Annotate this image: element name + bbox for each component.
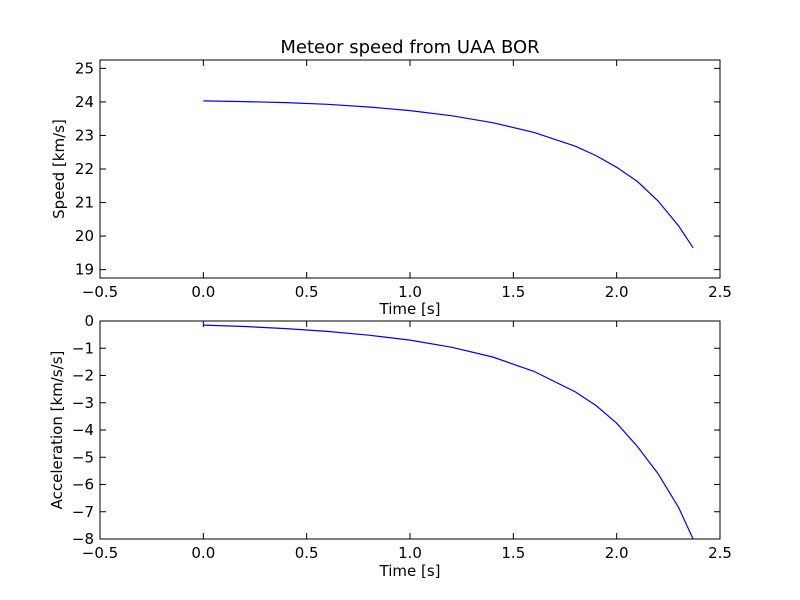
acceleration-y-tick-label: −4 xyxy=(72,421,94,439)
acceleration-y-ticks: 0 −1 −2 −3 −4 −5 −6 −7 −8 xyxy=(72,312,720,548)
speed-y-tick-label: 22 xyxy=(75,160,94,178)
acceleration-y-tick-label: −5 xyxy=(72,448,94,466)
acceleration-x-tick-label: 2.0 xyxy=(605,544,629,562)
speed-x-axis-label: Time [s] xyxy=(379,300,441,318)
acceleration-x-ticks: −0.5 0.0 0.5 1.0 1.5 2.0 2.5 xyxy=(82,321,732,562)
speed-x-tick-label: 1.5 xyxy=(501,283,525,301)
speed-y-tick-label: 24 xyxy=(75,93,94,111)
acceleration-x-tick-label: 2.5 xyxy=(708,544,732,562)
acceleration-y-tick-label: −2 xyxy=(72,367,94,385)
acceleration-y-tick-label: −3 xyxy=(72,394,94,412)
speed-x-tick-label: 0.5 xyxy=(295,283,319,301)
acceleration-x-tick-label: 1.5 xyxy=(501,544,525,562)
acceleration-y-tick-label: −8 xyxy=(72,530,94,548)
chart-title: Meteor speed from UAA BOR xyxy=(280,37,539,58)
acceleration-x-tick-label: 0.0 xyxy=(191,544,215,562)
acceleration-x-tick-label: −0.5 xyxy=(82,544,118,562)
acceleration-y-tick-label: 0 xyxy=(84,312,94,330)
speed-x-tick-label: −0.5 xyxy=(82,283,118,301)
speed-y-tick-label: 19 xyxy=(75,261,94,279)
acceleration-series-line xyxy=(203,324,694,540)
acceleration-x-tick-label: 0.5 xyxy=(295,544,319,562)
speed-y-tick-label: 25 xyxy=(75,59,94,77)
speed-y-tick-label: 21 xyxy=(75,194,94,212)
acceleration-chart: −0.5 0.0 0.5 1.0 1.5 2.0 2.5 0 −1 −2 −3 −4 −5 −6 −7 −8… xyxy=(48,312,732,580)
acceleration-x-axis-label: Time [s] xyxy=(379,562,441,580)
acceleration-x-tick-label: 1.0 xyxy=(398,544,422,562)
speed-chart: Meteor speed from UAA BOR −0.5 0.0 0.5 1.0 1… xyxy=(50,37,732,318)
speed-y-ticks: 19 20 21 22 23 24 25 xyxy=(75,59,720,279)
acceleration-y-tick-label: −1 xyxy=(72,339,94,357)
speed-y-tick-label: 23 xyxy=(75,126,94,144)
speed-x-tick-label: 2.0 xyxy=(605,283,629,301)
speed-series-line xyxy=(203,100,694,249)
speed-x-ticks: −0.5 0.0 0.5 1.0 1.5 2.0 2.5 xyxy=(82,60,732,301)
speed-y-tick-label: 20 xyxy=(75,227,94,245)
speed-y-axis-label: Speed [km/s] xyxy=(50,119,68,219)
speed-x-tick-label: 0.0 xyxy=(191,283,215,301)
acceleration-y-tick-label: −7 xyxy=(72,503,94,521)
acceleration-y-axis-label: Acceleration [km/s/s] xyxy=(48,351,66,510)
acceleration-y-tick-label: −6 xyxy=(72,476,94,494)
speed-x-tick-label: 2.5 xyxy=(708,283,732,301)
speed-x-tick-label: 1.0 xyxy=(398,283,422,301)
